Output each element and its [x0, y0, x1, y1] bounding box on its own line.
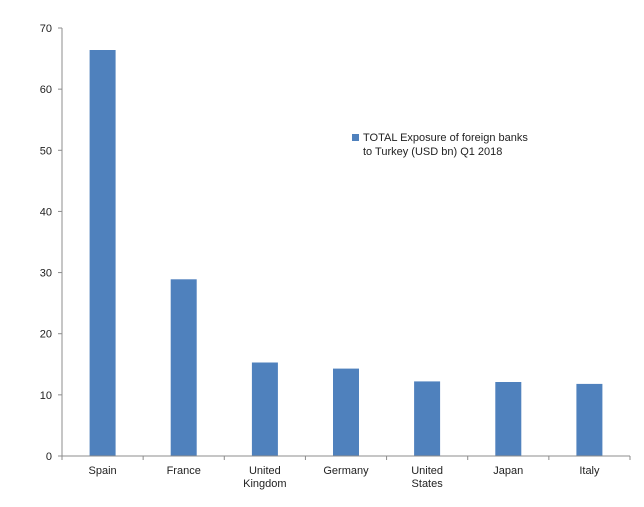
y-tick-label: 10: [40, 390, 52, 402]
bars: [89, 50, 603, 456]
y-tick-label: 50: [40, 145, 52, 157]
y-tick-label: 70: [40, 23, 52, 35]
bar-japan: [495, 382, 522, 456]
y-tick-label: 40: [40, 206, 52, 218]
x-category-label: Italy: [579, 465, 600, 477]
x-category-label: United States: [411, 465, 443, 490]
x-category-label: France: [167, 465, 201, 477]
y-tick-label: 0: [46, 451, 52, 463]
legend: TOTAL Exposure of foreign banks to Turkey…: [352, 132, 528, 158]
x-category-label: United Kingdom: [243, 465, 286, 490]
bar-united-kingdom: [251, 362, 278, 456]
bar-france: [170, 279, 197, 456]
bar-germany: [333, 368, 359, 456]
y-tick-label: 20: [40, 329, 52, 341]
bar-united-states: [414, 381, 441, 456]
x-category-label: Germany: [323, 465, 369, 477]
legend-swatch: [352, 134, 359, 141]
x-category-label: Japan: [493, 465, 523, 477]
bar-spain: [89, 50, 116, 456]
y-tick-label: 30: [40, 268, 52, 280]
bar-italy: [576, 383, 603, 456]
axes: 0 10 20 30 40 50 60 70 Spain France United Kingdom G…: [40, 23, 631, 490]
x-category-label: Spain: [89, 465, 117, 477]
legend-label: TOTAL Exposure of foreign banks to Turkey…: [363, 132, 528, 158]
y-tick-label: 60: [40, 84, 52, 96]
